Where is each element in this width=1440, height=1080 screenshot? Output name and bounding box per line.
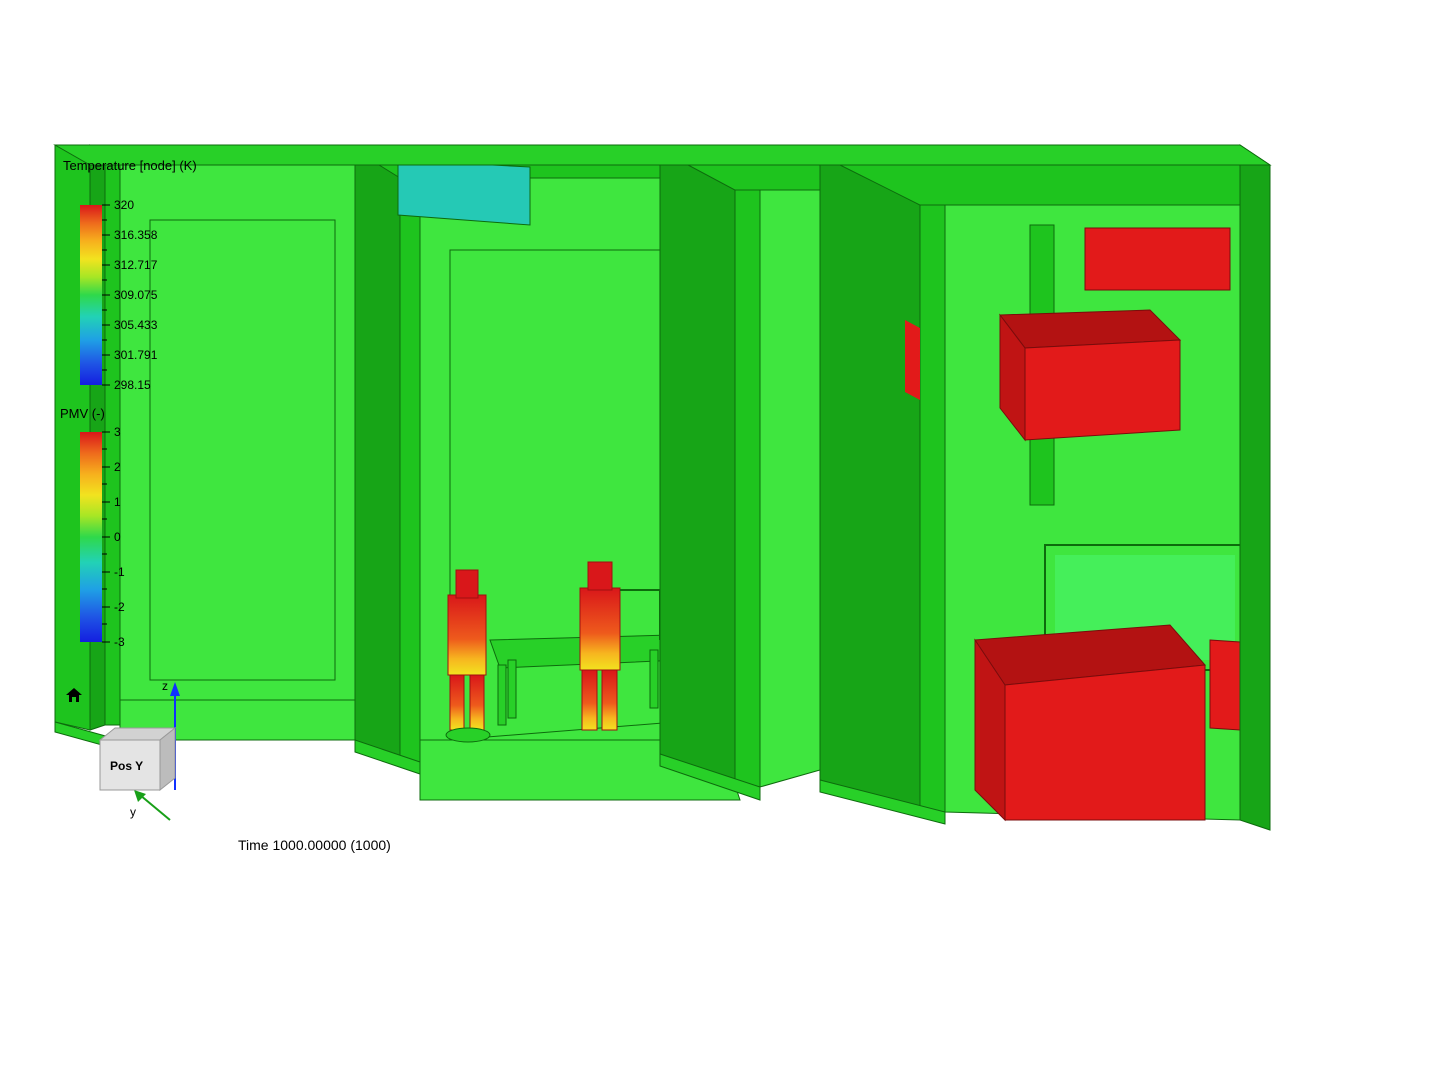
legend-temperature-tick-6: 298.15 xyxy=(114,378,151,392)
scene-svg: Temperature [node] (K) 320 316.358 312.7… xyxy=(0,0,1440,1080)
orientation-cube[interactable]: Pos Y xyxy=(100,728,175,790)
legend-temperature-tick-3: 309.075 xyxy=(114,288,158,302)
legend-temperature-tick-0: 320 xyxy=(114,198,134,212)
axis-y-label: y xyxy=(130,805,136,819)
partition-1-front xyxy=(400,178,420,762)
red-patch-partition3 xyxy=(905,320,920,400)
partition-1-side xyxy=(355,150,400,760)
orientation-cube-label: Pos Y xyxy=(110,759,143,773)
legend-temperature-tick-5: 301.791 xyxy=(114,348,158,362)
legend-temperature-tick-4: 305.433 xyxy=(114,318,158,332)
legend-pmv-tick-5: -2 xyxy=(114,600,125,614)
red-box-large xyxy=(975,625,1205,820)
legend-pmv-tick-4: -1 xyxy=(114,565,125,579)
legend-temperature-tick-2: 312.717 xyxy=(114,258,158,272)
legend-temperature-title: Temperature [node] (K) xyxy=(63,158,197,173)
legend-pmv-tick-2: 1 xyxy=(114,495,121,509)
partition-2-side xyxy=(660,150,735,785)
legend-pmv-title: PMV (-) xyxy=(60,406,105,421)
red-box-upper-right xyxy=(1085,228,1230,290)
viewport[interactable]: Temperature [node] (K) 320 316.358 312.7… xyxy=(0,0,1440,1080)
legend-pmv-tick-0: 3 xyxy=(114,425,121,439)
legend-pmv-tick-1: 2 xyxy=(114,460,121,474)
partition-3-side xyxy=(820,155,920,810)
red-box-edge xyxy=(1210,640,1240,730)
axis-z-label: z xyxy=(162,679,168,693)
room2-teal-panel xyxy=(398,160,530,225)
scene-3d[interactable] xyxy=(55,145,1270,830)
time-label: Time 1000.00000 (1000) xyxy=(238,837,391,853)
legend-pmv-tick-3: 0 xyxy=(114,530,121,544)
legend-temperature-tick-1: 316.358 xyxy=(114,228,158,242)
legend-pmv-tick-6: -3 xyxy=(114,635,125,649)
red-box-shelf xyxy=(1000,310,1180,440)
